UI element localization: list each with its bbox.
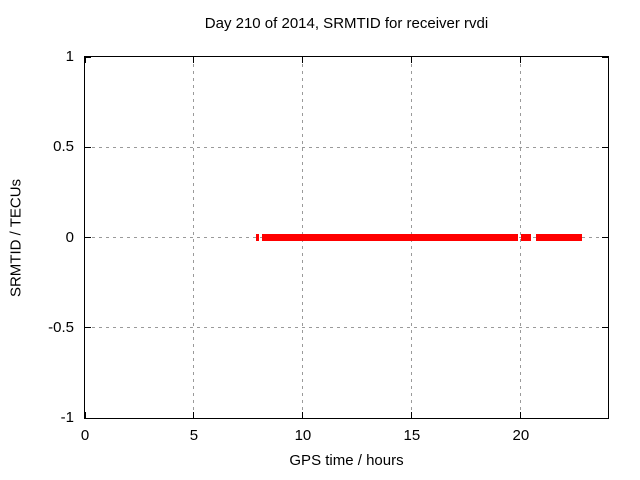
data-segment <box>261 234 518 241</box>
y-tick-label: -1 <box>60 409 74 426</box>
x-tick-mark-top <box>193 57 195 63</box>
x-tick-label: 15 <box>403 427 421 444</box>
gridline-horizontal <box>85 146 608 148</box>
y-tick-mark-left <box>85 56 91 58</box>
x-tick-mark-top <box>411 57 413 63</box>
x-tick-mark-bottom <box>302 412 304 418</box>
x-tick-mark-bottom <box>411 412 413 418</box>
data-segment <box>536 234 583 241</box>
y-tick-label: -0.5 <box>48 318 74 336</box>
y-tick-mark-right <box>602 56 608 58</box>
y-tick-mark-left <box>85 237 91 238</box>
y-tick-mark-right <box>602 237 608 238</box>
y-tick-mark-right <box>602 327 608 329</box>
data-segment <box>256 234 260 241</box>
x-tick-mark-top <box>84 57 86 63</box>
x-tick-mark-bottom <box>84 412 86 418</box>
x-tick-label: 20 <box>512 427 530 444</box>
plot-area <box>84 56 609 419</box>
y-tick-label: 0.5 <box>53 138 74 156</box>
y-tick-mark-left <box>85 417 91 419</box>
x-tick-label: 0 <box>80 427 90 444</box>
data-segment <box>521 234 532 241</box>
y-tick-label: 1 <box>65 48 74 65</box>
x-tick-mark-bottom <box>193 412 195 418</box>
x-tick-mark-top <box>302 57 304 63</box>
chart-title: Day 210 of 2014, SRMTID for receiver rvd… <box>204 15 489 32</box>
y-tick-mark-left <box>85 146 91 148</box>
y-tick-mark-left <box>85 327 91 329</box>
x-tick-mark-bottom <box>520 412 522 418</box>
x-axis-label: GPS time / hours <box>289 452 404 469</box>
x-tick-label: 5 <box>189 427 199 444</box>
y-tick-label: 0 <box>65 228 74 246</box>
x-tick-label: 10 <box>294 427 312 444</box>
y-tick-mark-right <box>602 146 608 148</box>
gridline-horizontal <box>85 327 608 329</box>
x-tick-mark-top <box>520 57 522 63</box>
y-tick-mark-right <box>602 417 608 419</box>
